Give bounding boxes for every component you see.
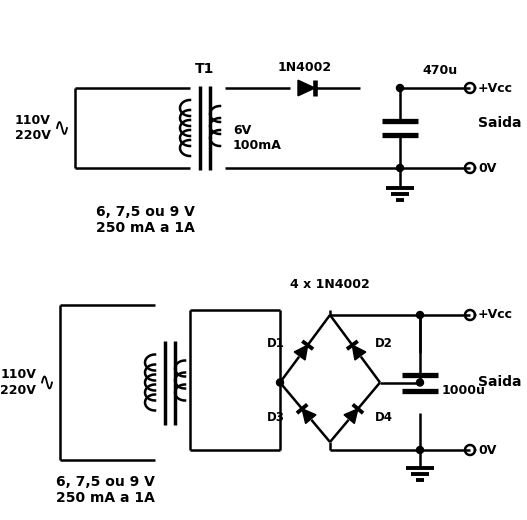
Text: 0V: 0V <box>478 444 496 457</box>
Text: 6, 7,5 ou 9 V
250 mA a 1A: 6, 7,5 ou 9 V 250 mA a 1A <box>95 205 194 235</box>
Text: 4 x 1N4002: 4 x 1N4002 <box>290 278 370 291</box>
Text: T1: T1 <box>196 62 214 76</box>
Polygon shape <box>302 409 316 423</box>
Text: Saida: Saida <box>478 375 522 389</box>
Polygon shape <box>277 379 284 386</box>
Text: D4: D4 <box>375 411 393 424</box>
Text: 1N4002: 1N4002 <box>278 61 332 74</box>
Polygon shape <box>416 379 424 386</box>
Text: D3: D3 <box>267 411 285 424</box>
Text: 110V
220V: 110V 220V <box>15 114 51 142</box>
Polygon shape <box>416 447 424 453</box>
Polygon shape <box>396 164 404 172</box>
Text: 110V
220V: 110V 220V <box>0 369 36 396</box>
Text: 6V
100mA: 6V 100mA <box>233 124 282 152</box>
Polygon shape <box>396 85 404 92</box>
Text: 470u: 470u <box>422 63 457 76</box>
Text: D2: D2 <box>375 337 393 350</box>
Text: 6, 7,5 ou 9 V
250 mA a 1A: 6, 7,5 ou 9 V 250 mA a 1A <box>55 475 154 505</box>
Text: 0V: 0V <box>478 162 496 175</box>
Text: Saida: Saida <box>478 116 522 130</box>
Polygon shape <box>353 345 366 360</box>
Polygon shape <box>416 311 424 318</box>
Text: D1: D1 <box>267 337 285 350</box>
Polygon shape <box>344 409 358 423</box>
Text: 1000u: 1000u <box>442 384 486 397</box>
Text: +Vcc: +Vcc <box>478 82 513 95</box>
Polygon shape <box>294 345 308 360</box>
Text: +Vcc: +Vcc <box>478 308 513 321</box>
Polygon shape <box>298 80 315 96</box>
